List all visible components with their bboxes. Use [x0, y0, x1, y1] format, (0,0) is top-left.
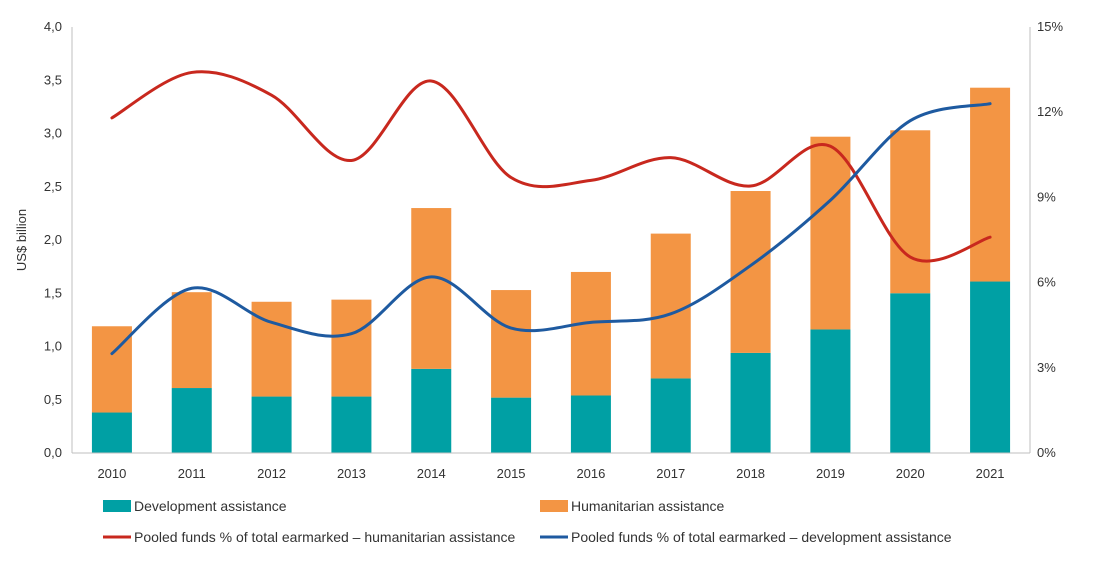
y-left-tick-label: 0,5: [44, 392, 62, 407]
y-left-tick-label: 1,5: [44, 285, 62, 300]
x-tick-label: 2020: [896, 466, 925, 481]
legend-swatch-development: [103, 500, 131, 512]
y-right-tick-label: 0%: [1037, 445, 1056, 460]
y-axis-title: US$ billion: [14, 209, 29, 271]
y-right-tick-label: 15%: [1037, 19, 1063, 34]
legend-label-pooled-development: Pooled funds % of total earmarked – deve…: [571, 529, 952, 545]
line-layer: [110, 70, 992, 356]
bar-development: [411, 368, 452, 453]
y-axis-right-ticks: 0% 3% 6% 9% 12% 15%: [1037, 19, 1063, 460]
legend-swatch-humanitarian: [540, 500, 568, 512]
bar-humanitarian: [970, 87, 1011, 282]
y-left-tick-label: 3,0: [44, 126, 62, 141]
legend-label-pooled-humanitarian: Pooled funds % of total earmarked – huma…: [134, 529, 516, 545]
x-tick-label: 2016: [576, 466, 605, 481]
y-left-tick-label: 2,5: [44, 179, 62, 194]
bar-humanitarian: [491, 290, 532, 398]
bar-development: [970, 281, 1011, 453]
x-tick-label: 2021: [976, 466, 1005, 481]
y-right-tick-label: 6%: [1037, 275, 1056, 290]
bar-humanitarian: [331, 299, 372, 397]
x-tick-label: 2017: [656, 466, 685, 481]
bar-humanitarian: [570, 271, 611, 396]
x-tick-label: 2012: [257, 466, 286, 481]
bar-development: [491, 397, 532, 453]
line-pooled-development: [110, 102, 992, 356]
bar-layer: [91, 87, 1011, 453]
bar-development: [91, 412, 132, 453]
y-right-tick-label: 3%: [1037, 360, 1056, 375]
bar-humanitarian: [810, 136, 851, 330]
legend: Development assistance Humanitarian assi…: [103, 498, 952, 545]
legend-label-humanitarian: Humanitarian assistance: [571, 498, 725, 514]
y-right-tick-label: 12%: [1037, 104, 1063, 119]
x-tick-label: 2019: [816, 466, 845, 481]
legend-label-development: Development assistance: [134, 498, 287, 514]
y-left-tick-label: 0,0: [44, 445, 62, 460]
bar-development: [810, 329, 851, 453]
y-left-tick-label: 4,0: [44, 19, 62, 34]
y-left-tick-label: 3,5: [44, 72, 62, 87]
bar-development: [171, 388, 212, 453]
bar-development: [251, 396, 292, 453]
bar-development: [890, 293, 931, 453]
x-tick-label: 2018: [736, 466, 765, 481]
x-tick-label: 2010: [97, 466, 126, 481]
x-tick-label: 2014: [417, 466, 446, 481]
line-pooled-humanitarian: [110, 70, 992, 263]
y-left-tick-label: 1,0: [44, 339, 62, 354]
y-axis-left-ticks: 0,0 0,5 1,0 1,5 2,0 2,5 3,0 3,5 4,0: [44, 19, 62, 460]
y-right-tick-label: 9%: [1037, 189, 1056, 204]
bar-development: [331, 396, 372, 453]
bar-humanitarian: [650, 233, 691, 379]
x-tick-label: 2015: [497, 466, 526, 481]
x-tick-label: 2013: [337, 466, 366, 481]
x-axis-ticks: 2010 2011 2012 2013 2014 2015 2016 2017 2018 2019…: [97, 466, 1004, 481]
bar-development: [730, 352, 771, 453]
x-tick-label: 2011: [178, 466, 206, 481]
y-left-tick-label: 2,0: [44, 232, 62, 247]
bar-development: [570, 395, 611, 453]
bar-humanitarian: [171, 292, 212, 389]
bar-humanitarian: [411, 208, 452, 369]
bar-humanitarian: [890, 130, 931, 294]
bar-humanitarian: [730, 191, 771, 353]
bar-development: [650, 378, 691, 453]
